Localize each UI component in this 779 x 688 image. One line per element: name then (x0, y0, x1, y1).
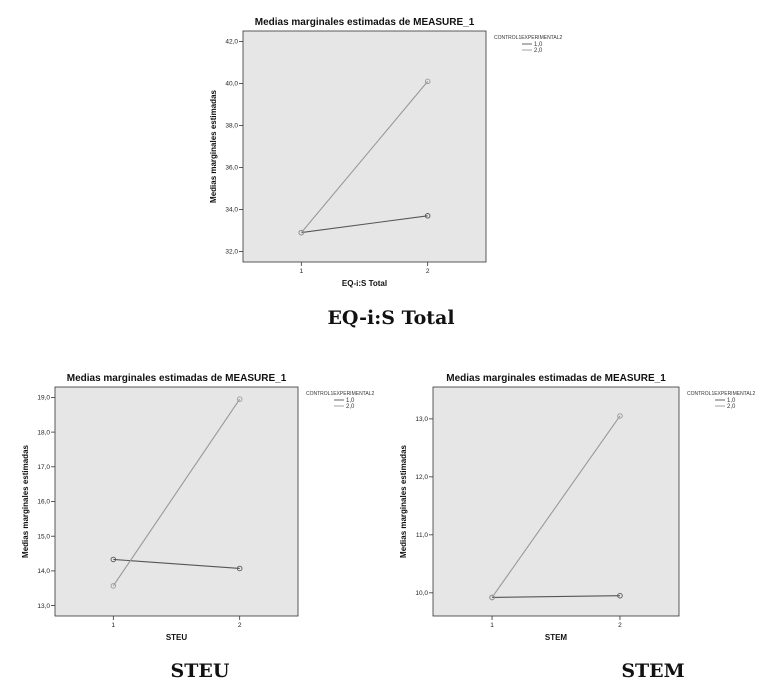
series-line-1 (492, 595, 620, 598)
chart-svg-eqis-total: Medias marginales estimadas de MEASURE_1… (209, 17, 562, 288)
y-tick-label: 11,0 (416, 532, 429, 539)
chart-eqis-total: Medias marginales estimadas de MEASURE_1… (196, 14, 596, 299)
x-tick-label: 2 (238, 622, 242, 629)
x-tick-label: 1 (300, 268, 304, 275)
series-point-2 (298, 229, 305, 236)
caption-eqis-total: EQ-i:S Total (327, 307, 455, 329)
series-point-1 (617, 592, 623, 599)
x-axis-label: EQ-i:S Total (342, 279, 387, 288)
y-tick-label: 32,0 (225, 249, 238, 256)
y-tick-label: 12,0 (415, 474, 428, 481)
chart-stem: Medias marginales estimadas de MEASURE_1… (398, 370, 768, 650)
legend-title: CONTROL1EXPERIMENTAL2 (306, 391, 374, 397)
y-tick-label: 13,0 (415, 416, 428, 423)
y-tick-label: 14,0 (37, 568, 50, 575)
series-line-2 (300, 81, 429, 233)
series-point-1 (236, 565, 243, 572)
y-axis-label: Medias marginales estimadas (21, 444, 30, 557)
chart-svg-steu: Medias marginales estimadas de MEASURE_1… (21, 373, 374, 642)
legend-label-2: 2,0 (346, 404, 355, 410)
series-point-1 (424, 213, 431, 219)
legend-label-1: 1,0 (727, 398, 736, 404)
legend-label-2: 2,0 (727, 404, 736, 410)
y-tick-label: 16,0 (37, 499, 50, 506)
legend-title: CONTROL1EXPERIMENTAL2 (494, 35, 562, 41)
series-point-2 (110, 583, 117, 589)
x-tick-label: 1 (490, 622, 494, 629)
chart-title: Medias marginales estimadas de MEASURE_1 (255, 17, 475, 28)
y-tick-label: 42,0 (225, 39, 238, 46)
series-point-2 (424, 78, 431, 85)
chart-title: Medias marginales estimadas de MEASURE_1 (67, 373, 287, 384)
caption-steu: STEU (170, 660, 230, 682)
y-tick-label: 17,0 (37, 464, 50, 471)
x-axis-label: STEU (166, 633, 188, 642)
y-tick-label: 38,0 (225, 123, 238, 130)
y-tick-label: 10,0 (415, 590, 428, 597)
y-tick-label: 34,0 (225, 207, 238, 214)
y-axis-label: Medias marginales estimadas (399, 444, 408, 557)
chart-title: Medias marginales estimadas de MEASURE_1 (446, 373, 666, 384)
plot-area (242, 30, 487, 263)
x-tick-label: 2 (618, 622, 622, 629)
legend-title: CONTROL1EXPERIMENTAL2 (687, 391, 755, 397)
series-point-2 (489, 594, 495, 601)
series-line-1 (113, 558, 240, 570)
legend-label-2: 2,0 (534, 48, 543, 54)
y-tick-label: 36,0 (225, 165, 238, 172)
series-line-1 (301, 215, 428, 234)
x-tick-label: 2 (426, 268, 430, 275)
series-point-1 (110, 556, 117, 563)
y-axis-label: Medias marginales estimadas (209, 89, 218, 202)
series-line-2 (491, 415, 621, 598)
legend-label-1: 1,0 (534, 42, 543, 48)
y-tick-label: 19,0 (37, 395, 50, 402)
chart-steu: Medias marginales estimadas de MEASURE_1… (20, 370, 390, 650)
plot-area (432, 386, 680, 617)
plot-area (54, 386, 299, 617)
y-tick-label: 15,0 (37, 533, 50, 540)
y-tick-label: 40,0 (225, 81, 238, 88)
x-tick-label: 1 (112, 622, 116, 629)
legend-label-1: 1,0 (346, 398, 355, 404)
chart-svg-stem: Medias marginales estimadas de MEASURE_1… (399, 373, 755, 642)
series-point-2 (617, 413, 623, 419)
y-tick-label: 13,0 (37, 603, 50, 610)
caption-stem: STEM (621, 660, 685, 682)
y-tick-label: 18,0 (37, 429, 50, 436)
series-point-2 (236, 396, 243, 402)
x-axis-label: STEM (545, 633, 568, 642)
series-line-2 (112, 398, 241, 587)
